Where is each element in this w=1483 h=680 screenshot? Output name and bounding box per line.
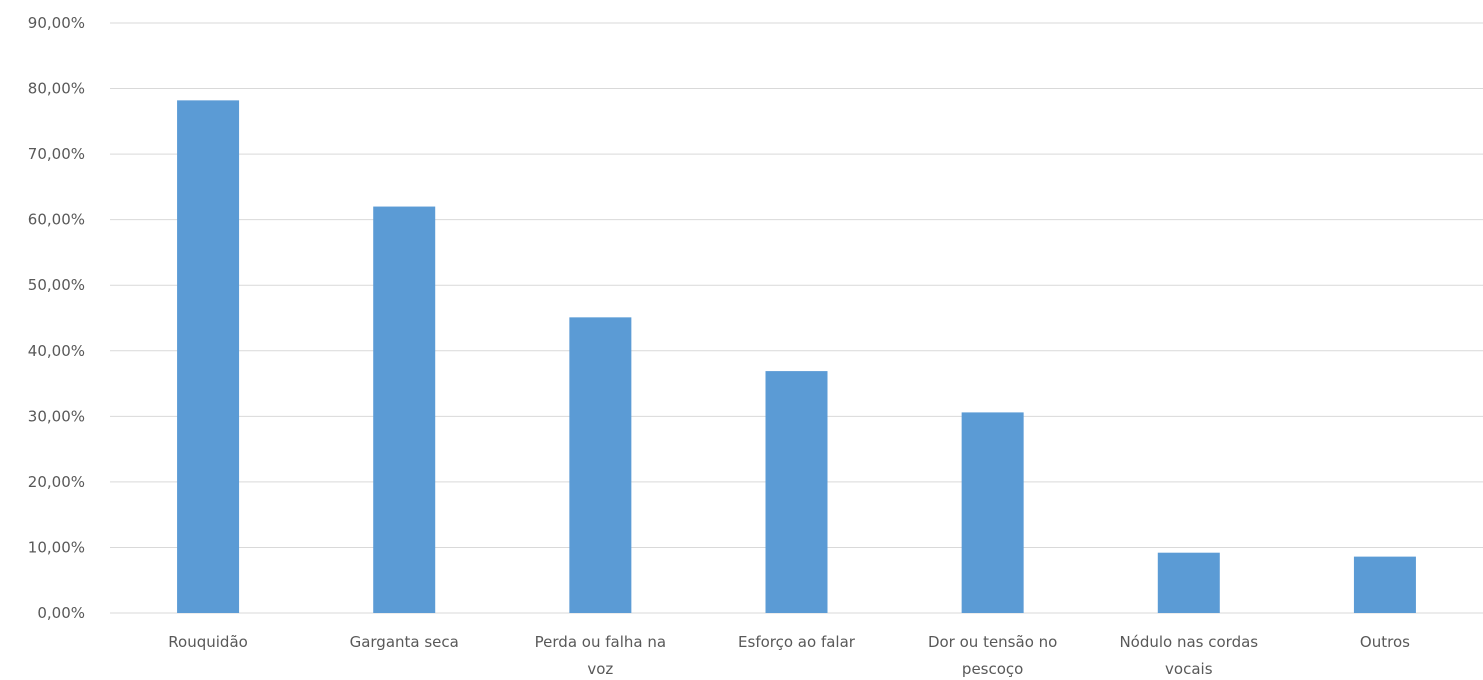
bar — [961, 412, 1024, 613]
y-tick-label: 70,00% — [28, 145, 85, 163]
y-tick-label: 10,00% — [28, 538, 85, 556]
x-category-label: Rouquidão — [168, 633, 248, 651]
y-tick-label: 90,00% — [28, 14, 85, 32]
bar — [1353, 556, 1416, 613]
y-axis-tick-labels: 0,00% 10,00% 20,00% 30,00% 40,00% 50,00% 60,00… — [28, 14, 85, 622]
bar — [765, 371, 828, 613]
x-category-label-line: Dor ou tensão no — [928, 633, 1057, 651]
x-category-label-line: Perda ou falha na — [535, 633, 666, 651]
x-category-label-line: Outros — [1360, 633, 1410, 651]
bar — [177, 100, 240, 614]
y-tick-label: 20,00% — [28, 473, 85, 491]
gridlines — [110, 22, 1483, 614]
x-category-label-line: Nódulo nas cordas — [1119, 633, 1258, 651]
bar — [373, 206, 436, 614]
y-tick-label: 40,00% — [28, 342, 85, 360]
x-category-label: Nódulo nas cordas vocais — [1119, 633, 1258, 678]
x-axis-category-labels: Rouquidão Garganta seca Perda ou falha na v… — [168, 633, 1410, 678]
y-tick-label: 50,00% — [28, 276, 85, 294]
bar — [569, 317, 632, 613]
y-tick-label: 60,00% — [28, 211, 85, 229]
y-tick-label: 30,00% — [28, 407, 85, 425]
x-category-label-line: vocais — [1165, 660, 1213, 678]
x-category-label-line: voz — [587, 660, 613, 678]
x-category-label: Dor ou tensão no pescoço — [928, 633, 1057, 678]
x-category-label: Outros — [1360, 633, 1410, 651]
bar — [1157, 552, 1220, 613]
x-category-label: Perda ou falha na voz — [535, 633, 666, 678]
x-category-label: Garganta seca — [350, 633, 459, 651]
x-category-label-line: pescoço — [962, 660, 1023, 678]
bars — [177, 100, 1416, 614]
x-category-label-line: Rouquidão — [168, 633, 248, 651]
y-tick-label: 0,00% — [37, 604, 85, 622]
x-category-label-line: Esforço ao falar — [738, 633, 856, 651]
x-category-label: Esforço ao falar — [738, 633, 856, 651]
x-category-label-line: Garganta seca — [350, 633, 459, 651]
y-tick-label: 80,00% — [28, 80, 85, 98]
